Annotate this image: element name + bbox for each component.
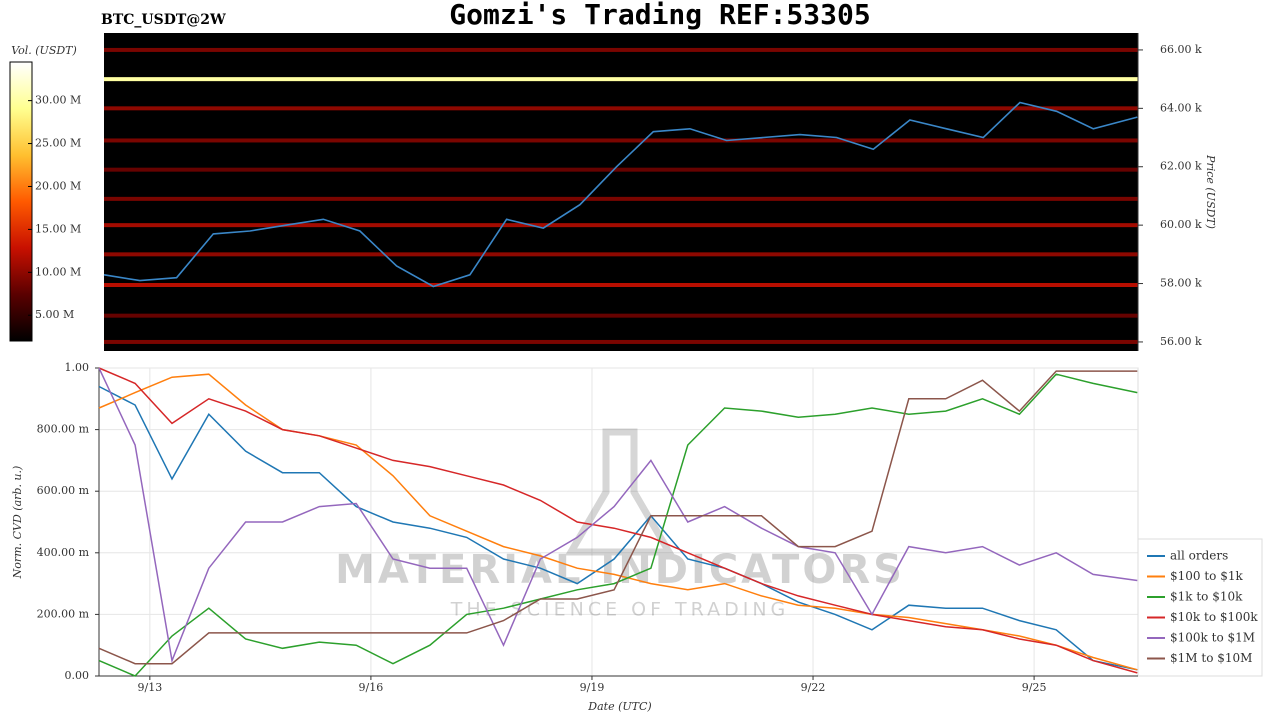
legend-label: all orders bbox=[1170, 549, 1228, 563]
cvd-line bbox=[98, 370, 1138, 665]
volume-level bbox=[104, 252, 1138, 257]
colorbar-tick-label: 25.00 M bbox=[35, 137, 81, 150]
x-tick-label: 9/16 bbox=[359, 681, 384, 694]
y-tick-label: 400.00 m bbox=[37, 546, 90, 559]
volume-level bbox=[104, 167, 1138, 172]
colorbar-tick-label: 15.00 M bbox=[35, 222, 81, 235]
volume-level bbox=[104, 339, 1138, 344]
price-label: Price (USDT) bbox=[1204, 154, 1217, 229]
volume-level bbox=[104, 47, 1138, 52]
cvd-line bbox=[98, 373, 1138, 677]
colorbar-label: Vol. (USDT) bbox=[11, 44, 77, 57]
heatmap-bg bbox=[104, 33, 1138, 351]
cvd-line bbox=[98, 385, 1138, 671]
x-tick-label: 9/13 bbox=[137, 681, 162, 694]
volume-level bbox=[104, 106, 1138, 111]
colorbar-tick-label: 5.00 M bbox=[35, 308, 74, 321]
y-tick-label: 66.00 k bbox=[1160, 43, 1202, 56]
y-tick-label: 64.00 k bbox=[1160, 101, 1202, 114]
y-tick-label: 600.00 m bbox=[37, 484, 90, 497]
x-tick-label: 9/19 bbox=[580, 681, 605, 694]
y-tick-label: 800.00 m bbox=[37, 423, 90, 436]
y-tick-label: 58.00 k bbox=[1160, 277, 1202, 290]
colorbar-tick-label: 10.00 M bbox=[35, 265, 81, 278]
volume-level bbox=[104, 223, 1138, 228]
x-tick-label: 9/25 bbox=[1022, 681, 1047, 694]
y-axis-label: Norm. CVD (arb. u.) bbox=[11, 466, 24, 580]
legend-label: $10k to $100k bbox=[1170, 610, 1258, 624]
y-tick-label: 62.00 k bbox=[1160, 160, 1202, 173]
legend-label: $100 to $1k bbox=[1170, 569, 1243, 583]
y-tick-label: 0.00 bbox=[65, 669, 90, 682]
volume-level bbox=[104, 313, 1138, 318]
volume-level bbox=[104, 138, 1138, 143]
x-tick-label: 9/22 bbox=[801, 681, 826, 694]
volume-level bbox=[104, 196, 1138, 201]
legend-label: $100k to $1M bbox=[1170, 631, 1255, 645]
watermark-icon bbox=[564, 428, 676, 556]
watermark-title: MATERIAL INDICATORS bbox=[335, 547, 905, 593]
legend bbox=[1137, 538, 1263, 677]
colorbar-tick-label: 30.00 M bbox=[35, 94, 81, 107]
volume-level bbox=[104, 77, 1138, 82]
cvd-line bbox=[98, 373, 1138, 671]
watermark-subtitle: THE SCIENCE OF TRADING bbox=[450, 599, 790, 621]
cvd-line bbox=[98, 367, 1138, 664]
y-tick-label: 200.00 m bbox=[37, 607, 90, 620]
x-axis-label: Date (UTC) bbox=[587, 700, 651, 713]
colorbar bbox=[9, 61, 33, 342]
y-tick-label: 1.00 bbox=[65, 361, 90, 374]
legend-label: $1M to $10M bbox=[1170, 651, 1252, 665]
y-tick-label: 60.00 k bbox=[1160, 218, 1202, 231]
volume-level bbox=[104, 283, 1138, 288]
cvd-line bbox=[98, 367, 1138, 674]
page-title: Gomzi's Trading REF:53305 bbox=[449, 0, 870, 31]
price-line bbox=[103, 101, 1138, 288]
colorbar-tick-label: 20.00 M bbox=[35, 179, 81, 192]
symbol: BTC_USDT@2W bbox=[101, 12, 226, 28]
y-tick-label: 56.00 k bbox=[1160, 335, 1202, 348]
legend-label: $1k to $10k bbox=[1170, 590, 1243, 604]
